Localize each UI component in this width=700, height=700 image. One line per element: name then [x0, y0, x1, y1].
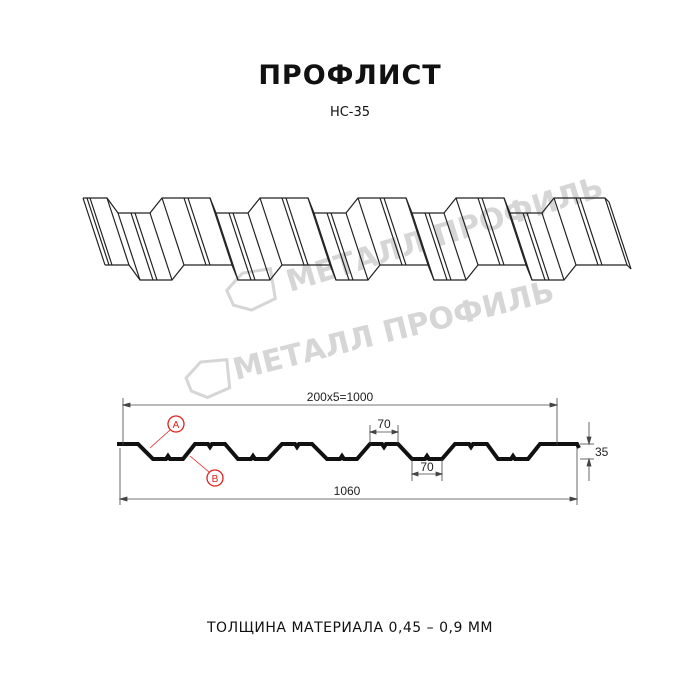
sheet-rib-line [424, 212, 448, 281]
sheet-rib-line [228, 212, 252, 281]
marker-b-label: B [212, 474, 219, 485]
sheet-fold-line [117, 212, 141, 281]
pitch-label: 200x5=1000 [307, 390, 374, 404]
sheet-rib-line [522, 212, 546, 281]
sheet-rib-line [285, 197, 309, 266]
sheet-rib-line [579, 197, 603, 266]
sheet-fold-line [411, 212, 435, 281]
sheet-rib-line [187, 197, 211, 266]
page-title: ПРОФЛИСТ [258, 60, 442, 91]
sheet-fold-line [608, 201, 632, 270]
sheet-rib-line [477, 197, 501, 266]
sheet-fold-line [405, 197, 429, 266]
sheet-rib-line [379, 197, 403, 266]
sheet-fold-line [149, 212, 173, 281]
sheet-fold-line [307, 197, 331, 266]
sheet-fold-line [509, 212, 533, 281]
sheet-rib-line [130, 212, 154, 281]
sheet-rib-line [232, 212, 256, 281]
sheet-fold-line [313, 212, 337, 281]
sheet-fold-line [215, 212, 239, 281]
bottom-flat-label: 70 [420, 460, 434, 474]
dimension-lines [118, 398, 594, 505]
sheet-fold-line [553, 197, 577, 266]
sheet-rib-line [86, 197, 110, 266]
top-flat-label: 70 [377, 417, 391, 431]
watermark-bottom: МЕТАЛЛ ПРОФИЛЬ [184, 274, 558, 400]
sheet-rib-line [134, 212, 158, 281]
sheet-rib-line [526, 212, 550, 281]
logo-icon [184, 357, 232, 400]
sheet-rib-line [330, 212, 354, 281]
sheet-fold-line [82, 197, 106, 266]
sheet-fold-line [503, 197, 527, 266]
total-width-label: 1060 [334, 484, 361, 498]
sheet-fold-line [106, 197, 130, 266]
sheet-fold-line [345, 212, 369, 281]
material-thickness: ТОЛЩИНА МАТЕРИАЛА 0,45 – 0,9 ММ [207, 620, 493, 636]
sheet-fold-line [357, 197, 381, 266]
sheet-rib-line [383, 197, 407, 266]
profile-outline [117, 442, 581, 461]
sheet-fold-line [209, 197, 233, 266]
marker-a-label: A [173, 420, 180, 431]
sheet-rib-line [89, 197, 113, 266]
sheet-fold-line [259, 197, 283, 266]
profile-code: НС-35 [329, 105, 371, 120]
sheet-rib-line [281, 197, 305, 266]
sheet-rib-line [481, 197, 505, 266]
cross-section: 200x5=1000 1060 70 70 35 A B [117, 390, 609, 505]
sheet-rib-line [575, 197, 599, 266]
logo-icon [225, 267, 277, 312]
sheet-rib-line [428, 212, 452, 281]
sheet-fold-line [247, 212, 271, 281]
watermark-text: МЕТАЛЛ ПРОФИЛЬ [229, 274, 557, 388]
marker-a: A [149, 415, 185, 449]
sheet-fold-line [455, 197, 479, 266]
sheet-fold-line [443, 212, 467, 281]
sheet-rib-line [326, 212, 350, 281]
sheet-fold-line [161, 197, 185, 266]
sheet-fold-line [541, 212, 565, 281]
sheet-3d-view [82, 197, 632, 281]
sheet-fold-line [604, 197, 628, 266]
height-label: 35 [595, 445, 609, 459]
marker-b: B [189, 455, 224, 487]
sheet-rib-line [183, 197, 207, 266]
